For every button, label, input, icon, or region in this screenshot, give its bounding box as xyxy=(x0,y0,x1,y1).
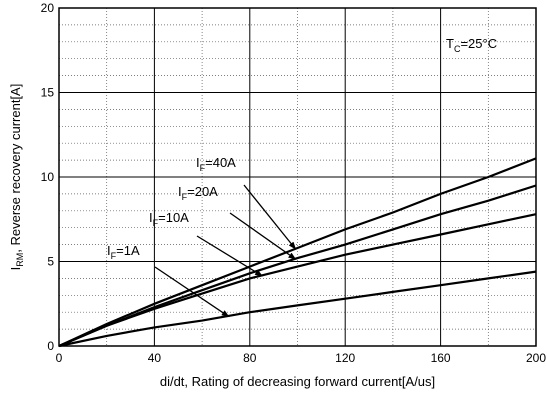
series-label: IF=10A xyxy=(149,210,189,228)
series-line-if-40a xyxy=(58,157,537,347)
series-label: IF=1A xyxy=(107,243,140,261)
series-label: IF=20A xyxy=(178,184,218,202)
series-label-arrow xyxy=(196,235,263,277)
series-label-arrow xyxy=(243,184,297,250)
y-axis-title: IRM, Reverse recovery current[A] xyxy=(8,84,25,271)
x-tick-label: 160 xyxy=(431,351,451,365)
y-tick-label: 20 xyxy=(41,1,55,15)
tick-labels: 0 40 80 120 160 200 0 5 10 15 20 xyxy=(41,1,547,365)
tc-sub: C xyxy=(454,44,461,54)
series-label: IF=40A xyxy=(196,155,236,173)
y-axis-title-main: I xyxy=(8,267,23,271)
series-line-if-10a xyxy=(58,213,537,348)
y-tick-label: 10 xyxy=(41,170,55,184)
x-tick-label: 0 xyxy=(56,351,63,365)
y-axis-title-sub: RM xyxy=(15,253,25,267)
temperature-annotation: TC=25°C xyxy=(446,36,497,54)
y-tick-label: 15 xyxy=(41,86,55,100)
tc-main: T xyxy=(446,36,454,51)
x-axis-title: di/dt, Rating of decreasing forward curr… xyxy=(160,374,435,389)
series-line-if-1a xyxy=(58,270,537,348)
x-tick-label: 200 xyxy=(526,351,546,365)
plot-frame xyxy=(58,7,537,347)
series-label-arrow xyxy=(154,266,230,318)
series-label-arrow xyxy=(229,212,297,260)
x-tick-label: 80 xyxy=(243,351,257,365)
annotations: IF=40A IF=20A IF=10A IF=1A xyxy=(107,155,297,318)
x-tick-label: 40 xyxy=(148,351,162,365)
tc-rest: =25°C xyxy=(460,36,497,51)
series-lines xyxy=(58,157,537,348)
y-tick-label: 5 xyxy=(47,255,54,269)
y-tick-label: 0 xyxy=(47,339,54,353)
x-tick-label: 120 xyxy=(335,351,355,365)
y-axis-title-rest: , Reverse recovery current[A] xyxy=(8,84,23,253)
